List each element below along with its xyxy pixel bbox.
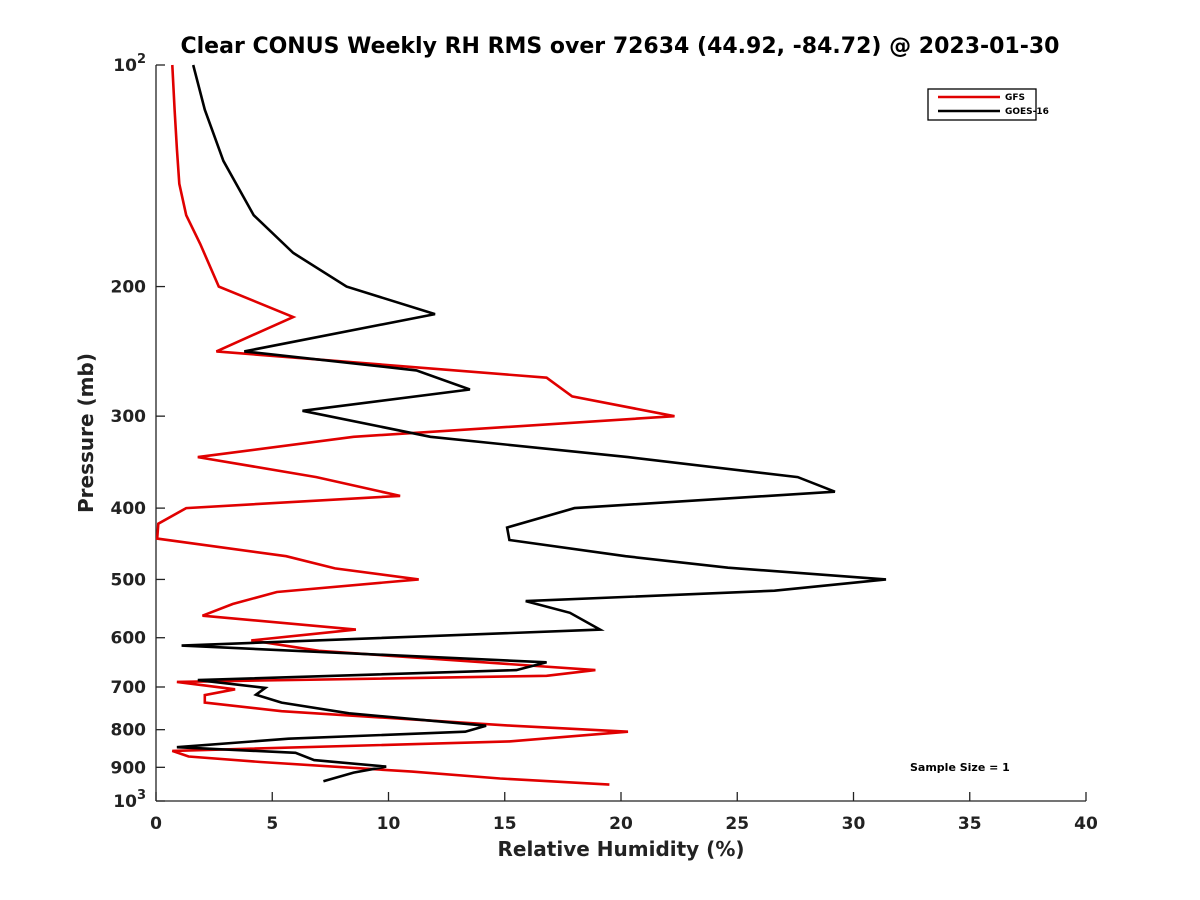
legend: GFS GOES-16 xyxy=(927,88,1049,121)
y-axis-label: Pressure (mb) xyxy=(74,353,98,513)
legend-box xyxy=(927,88,1037,121)
x-axis-label: Relative Humidity (%) xyxy=(497,837,744,861)
legend-label-gfs: GFS xyxy=(1005,93,1025,103)
y-tick-label: 200 xyxy=(111,278,147,298)
x-tick-label: 35 xyxy=(958,814,982,834)
y-tick-label: 103 xyxy=(113,788,146,812)
y-tick-group: 102 200 300 400 500 600 700 800 900 103 xyxy=(111,52,165,812)
x-tick-label: 0 xyxy=(150,814,162,834)
x-tick-label: 5 xyxy=(266,814,278,834)
y-tick-label: 900 xyxy=(111,758,147,778)
y-tick-label: 300 xyxy=(111,407,147,427)
sample-size-annotation: Sample Size = 1 xyxy=(910,761,1010,774)
chart-title: Clear CONUS Weekly RH RMS over 72634 (44… xyxy=(181,34,1060,59)
series-line-gfs xyxy=(155,64,675,786)
series-layer xyxy=(155,64,887,786)
x-tick-label: 25 xyxy=(725,814,749,834)
y-tick-label: 800 xyxy=(111,721,147,741)
x-tick-label: 10 xyxy=(377,814,401,834)
x-tick-label: 40 xyxy=(1074,814,1098,834)
series-line-goes-16 xyxy=(176,64,887,783)
x-tick-label: 15 xyxy=(493,814,517,834)
y-tick-label: 700 xyxy=(111,678,147,698)
y-tick-label: 400 xyxy=(111,499,147,519)
x-tick-group: 0 5 10 15 20 25 30 35 40 xyxy=(150,792,1098,834)
legend-label-goes16: GOES-16 xyxy=(1005,107,1049,117)
y-tick-label: 500 xyxy=(111,570,147,590)
x-tick-label: 20 xyxy=(609,814,633,834)
plot-area xyxy=(156,65,1086,801)
y-tick-label: 600 xyxy=(111,629,147,649)
y-tick-label: 102 xyxy=(113,52,146,76)
x-tick-label: 30 xyxy=(842,814,866,834)
